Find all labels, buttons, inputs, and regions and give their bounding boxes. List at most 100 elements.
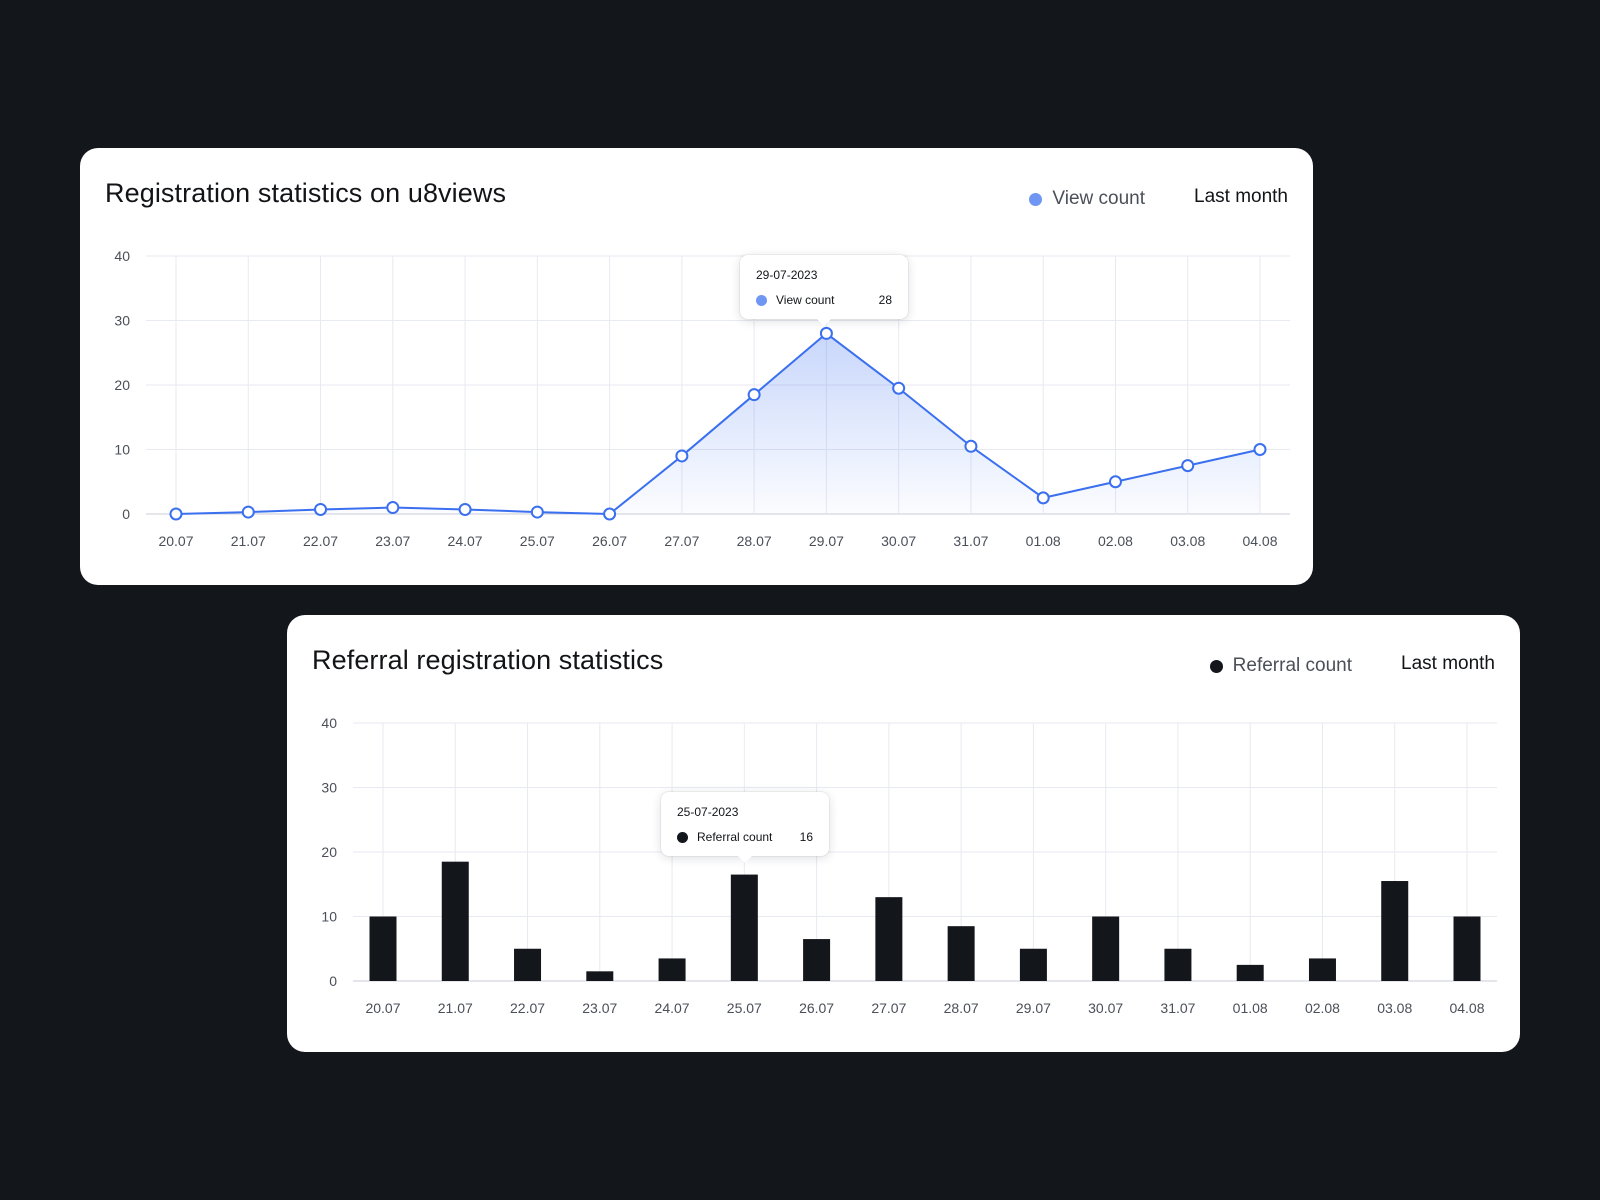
x-tick-label: 21.07 — [438, 1000, 473, 1016]
bar[interactable] — [1164, 948, 1192, 981]
data-point[interactable] — [747, 388, 761, 402]
bar[interactable] — [1236, 964, 1264, 981]
bar[interactable] — [369, 916, 397, 982]
x-tick-label: 01.08 — [1026, 533, 1061, 549]
x-tick-label: 02.08 — [1305, 1000, 1340, 1016]
legend-dot-icon — [1029, 192, 1043, 206]
tooltip-value: 28 — [878, 293, 892, 307]
x-tick-label: 27.07 — [664, 533, 699, 549]
x-tick-label: 30.07 — [881, 533, 916, 549]
y-tick-label: 10 — [321, 909, 337, 925]
x-tick-label: 04.08 — [1242, 533, 1277, 549]
x-tick-label: 28.07 — [737, 533, 772, 549]
data-point[interactable] — [386, 501, 400, 515]
bar[interactable] — [803, 939, 831, 981]
tooltip-date: 25-07-2023 — [677, 805, 739, 819]
tooltip-label: View count — [776, 293, 835, 307]
x-tick-label: 04.08 — [1449, 1000, 1484, 1016]
bar[interactable] — [730, 874, 758, 981]
tooltip-dot-icon — [756, 294, 767, 306]
bar[interactable] — [658, 958, 686, 981]
x-tick-label: 22.07 — [303, 533, 338, 549]
x-tick-label: 20.07 — [365, 1000, 400, 1016]
bar[interactable] — [1381, 881, 1409, 981]
bar[interactable] — [586, 971, 614, 981]
y-tick-label: 30 — [321, 780, 337, 796]
x-tick-label: 28.07 — [944, 1000, 979, 1016]
legend-label: View count — [1052, 188, 1145, 209]
grid — [353, 722, 1497, 982]
chart-tooltip: 25-07-2023 Referral count 16 — [661, 792, 829, 863]
x-tick-label: 26.07 — [799, 1000, 834, 1016]
data-point[interactable] — [603, 507, 617, 521]
data-point[interactable] — [1253, 443, 1267, 456]
y-tick-label: 20 — [321, 844, 337, 860]
area-fill — [176, 333, 1260, 514]
data-point[interactable] — [892, 381, 906, 395]
x-tick-label: 29.07 — [1016, 1000, 1051, 1016]
tooltip-date: 29-07-2023 — [756, 268, 818, 282]
x-tick-label: 31.07 — [1160, 1000, 1195, 1016]
period-selector[interactable]: Last month — [1401, 653, 1495, 674]
data-point[interactable] — [1181, 459, 1195, 473]
line-chart: 0 10 20 30 40 20.07 21.07 22.07 23.07 24.07 25.07 2… — [114, 248, 1290, 549]
tooltip-label: Referral count — [697, 830, 773, 844]
data-point[interactable] — [1036, 491, 1050, 505]
y-tick-label: 40 — [321, 715, 337, 731]
referral-stats-card: 0 10 20 30 40 20.07 21.07 22.07 23.07 24.07 25.07 2… — [287, 615, 1520, 1052]
x-tick-label: 24.07 — [448, 533, 483, 549]
chart-tooltip: 29-07-2023 View count 28 — [740, 255, 908, 326]
chart-title: Registration statistics on u8views — [105, 178, 507, 208]
bar[interactable] — [1092, 916, 1120, 982]
bar[interactable] — [947, 926, 975, 981]
chart-legend: Referral count — [1209, 655, 1352, 677]
tooltip-dot-icon — [677, 831, 688, 843]
x-tick-label: 26.07 — [592, 533, 627, 549]
x-tick-label: 23.07 — [582, 1000, 617, 1016]
bar[interactable] — [875, 897, 903, 981]
data-point[interactable] — [458, 502, 472, 516]
data-point[interactable] — [675, 449, 689, 463]
x-tick-label: 25.07 — [520, 533, 555, 549]
data-point[interactable] — [314, 502, 328, 516]
x-tick-label: 25.07 — [727, 1000, 762, 1016]
y-tick-label: 10 — [114, 442, 130, 458]
chart-title: Referral registration statistics — [312, 645, 664, 675]
x-tick-label: 30.07 — [1088, 1000, 1123, 1016]
y-tick-label: 0 — [122, 506, 130, 522]
x-tick-label: 22.07 — [510, 1000, 545, 1016]
data-point[interactable] — [1108, 475, 1122, 489]
bar-chart: 0 10 20 30 40 20.07 21.07 22.07 23.07 24.07 25.07 2… — [321, 715, 1497, 1016]
x-tick-label: 01.08 — [1233, 1000, 1268, 1016]
bar[interactable] — [1019, 948, 1047, 981]
x-tick-label: 03.08 — [1377, 1000, 1412, 1016]
y-tick-label: 0 — [329, 973, 337, 989]
x-tick-label: 24.07 — [655, 1000, 690, 1016]
legend-dot-icon — [1209, 659, 1223, 673]
bar[interactable] — [1453, 916, 1481, 982]
chart-legend: View count — [1029, 188, 1145, 210]
data-point[interactable] — [169, 507, 183, 521]
data-point[interactable] — [530, 505, 544, 519]
bar[interactable] — [514, 948, 542, 981]
x-tick-label: 29.07 — [809, 533, 844, 549]
data-point[interactable] — [241, 505, 255, 519]
legend-label: Referral count — [1232, 655, 1352, 676]
y-tick-label: 20 — [114, 377, 130, 393]
bar[interactable] — [441, 861, 469, 981]
y-tick-label: 30 — [114, 313, 130, 329]
period-selector[interactable]: Last month — [1194, 186, 1288, 207]
x-tick-label: 02.08 — [1098, 533, 1133, 549]
x-tick-label: 31.07 — [953, 533, 988, 549]
data-point[interactable] — [819, 326, 833, 340]
bar[interactable] — [1308, 958, 1336, 981]
x-tick-label: 20.07 — [158, 533, 193, 549]
x-tick-label: 23.07 — [375, 533, 410, 549]
series-line — [175, 332, 1261, 515]
tooltip-value: 16 — [799, 830, 813, 844]
registration-stats-card: 0 10 20 30 40 20.07 21.07 22.07 23.07 24.07 25.07 2… — [80, 148, 1313, 585]
x-tick-label: 03.08 — [1170, 533, 1205, 549]
x-tick-label: 21.07 — [231, 533, 266, 549]
data-point[interactable] — [964, 439, 978, 453]
y-tick-label: 40 — [114, 248, 130, 264]
